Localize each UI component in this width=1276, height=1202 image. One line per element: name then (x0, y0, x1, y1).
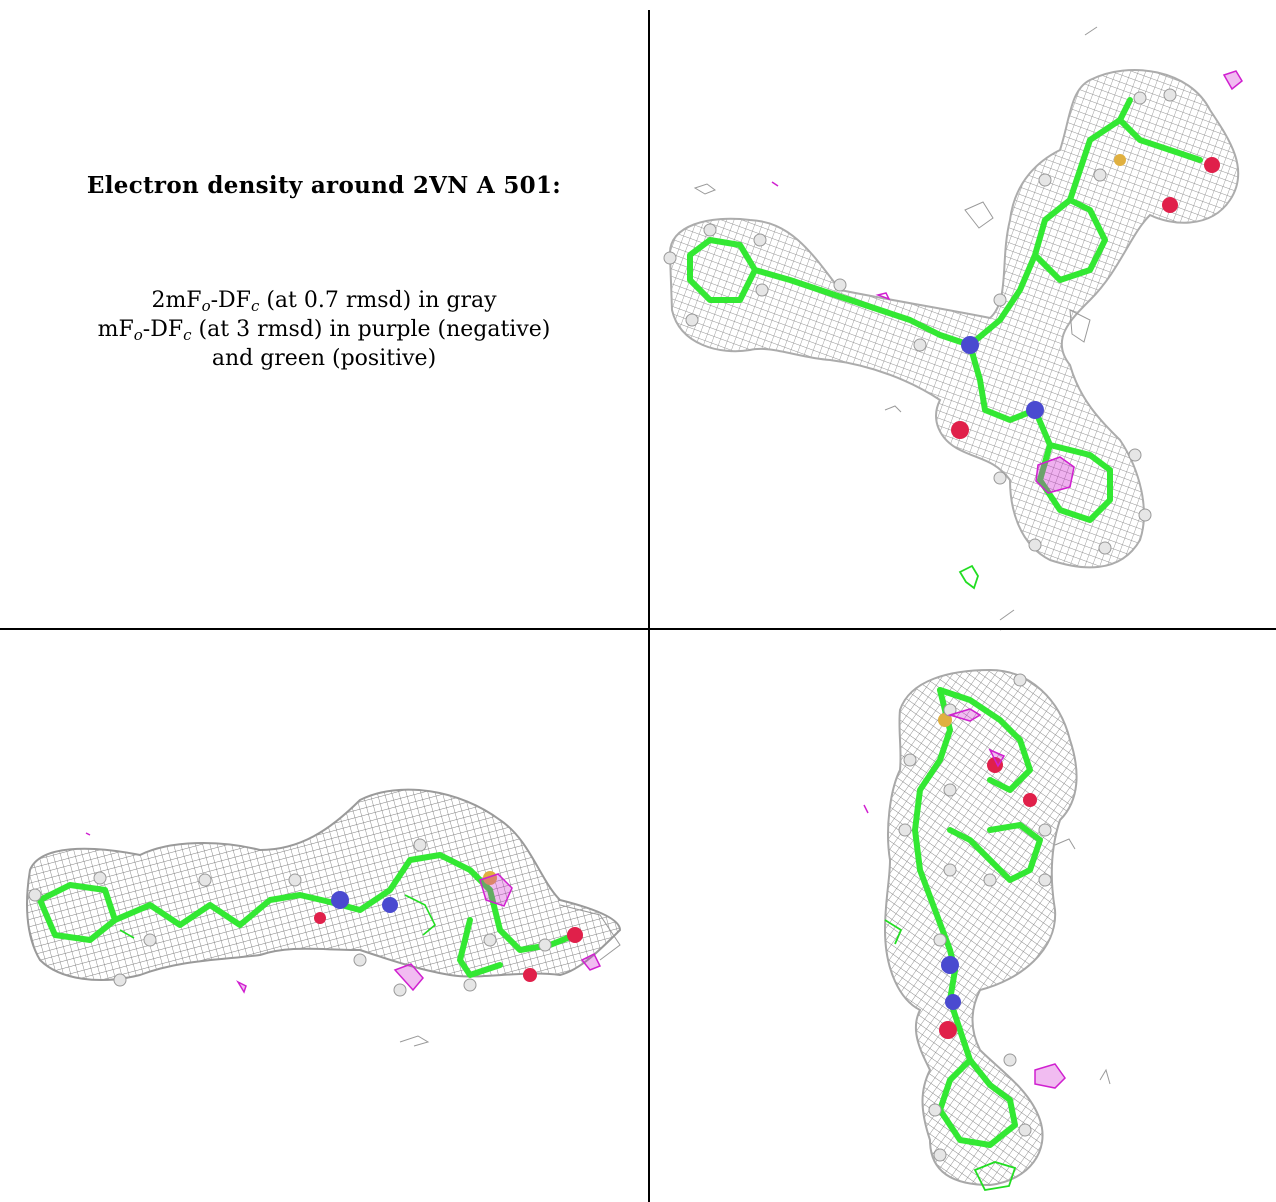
heteroatoms (951, 154, 1220, 439)
gray-density-mesh (26, 788, 622, 981)
stray-gray-fragments (693, 26, 1098, 621)
molecule-density-render (863, 630, 1111, 1191)
view-bottom-left (0, 630, 648, 1202)
molecule-density-render (26, 788, 622, 1047)
positive-difference-density (119, 894, 436, 939)
carbon-skeleton (687, 97, 1203, 523)
legend-text: 2mFo-DFc (at 0.7 rmsd) in gray mFo-DFc (… (0, 286, 648, 373)
carbon-skeleton (37, 852, 578, 978)
hydrogen-atoms (28, 838, 552, 997)
stray-gray-fragments (1000, 630, 1111, 1085)
positive-difference-density (884, 919, 1017, 1191)
gray-density-mesh (883, 668, 1078, 1187)
view-top-right (650, 0, 1276, 628)
legend-line-1: 2mFo-DFc (at 0.7 rmsd) in gray (151, 288, 497, 315)
gray-density-mesh (668, 69, 1240, 569)
negative-difference-density (863, 708, 1066, 1089)
molecule-density-render (663, 26, 1243, 621)
caption-cell: Electron density around 2VN A 501: 2mFo-… (0, 0, 648, 628)
legend-line-3: and green (positive) (211, 346, 437, 371)
stray-gray-fragments (399, 904, 621, 1047)
hydrogen-atoms (663, 88, 1177, 555)
positive-difference-density (958, 564, 979, 590)
negative-difference-density (85, 832, 602, 994)
table-row-divider (0, 628, 1276, 630)
negative-difference-density (771, 70, 1243, 494)
heteroatoms (314, 871, 583, 982)
heteroatoms (938, 713, 1037, 1039)
table-column-divider (648, 10, 650, 1202)
view-bottom-right (650, 630, 1276, 1202)
hydrogen-atoms (898, 673, 1052, 1162)
carbon-skeleton (912, 687, 1043, 1148)
figure-title: Electron density around 2VN A 501: (86, 172, 562, 199)
legend-line-2: mFo-DFc (at 3 rmsd) in purple (negative) (97, 317, 551, 344)
